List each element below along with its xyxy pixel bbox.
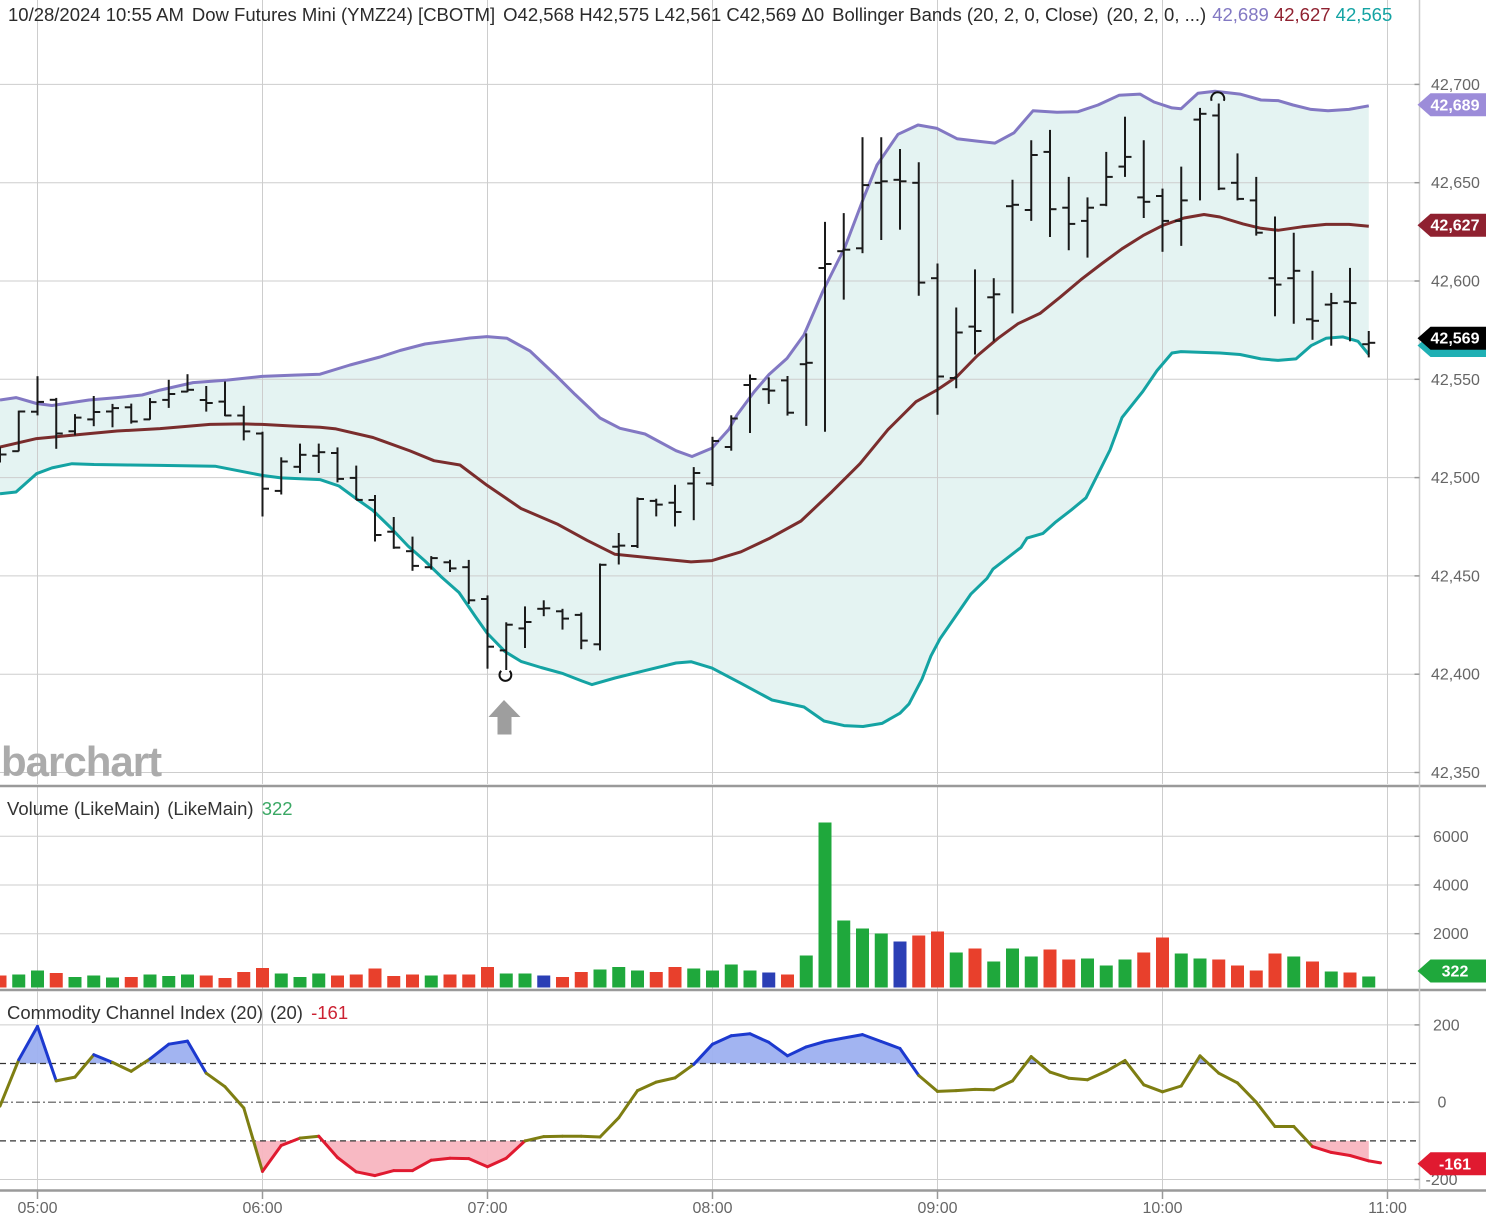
svg-text:0: 0 bbox=[1438, 1095, 1447, 1112]
svg-text:42,450: 42,450 bbox=[1431, 568, 1480, 585]
svg-text:barchart: barchart bbox=[1, 738, 162, 785]
svg-text:09:00: 09:00 bbox=[917, 1200, 957, 1217]
svg-text:42,569: 42,569 bbox=[1431, 331, 1480, 348]
svg-text:2000: 2000 bbox=[1433, 926, 1469, 943]
svg-text:11:00: 11:00 bbox=[1368, 1200, 1407, 1217]
svg-text:42,500: 42,500 bbox=[1431, 470, 1480, 487]
svg-text:05:00: 05:00 bbox=[17, 1200, 57, 1217]
svg-text:-161: -161 bbox=[1439, 1156, 1471, 1173]
svg-text:-200: -200 bbox=[1426, 1172, 1458, 1189]
svg-text:42,650: 42,650 bbox=[1431, 175, 1480, 192]
svg-text:06:00: 06:00 bbox=[242, 1200, 282, 1217]
svg-text:42,627: 42,627 bbox=[1431, 218, 1480, 235]
svg-text:42,550: 42,550 bbox=[1431, 372, 1480, 389]
svg-text:07:00: 07:00 bbox=[467, 1200, 507, 1217]
svg-text:42,689: 42,689 bbox=[1431, 97, 1480, 114]
svg-text:42,400: 42,400 bbox=[1431, 667, 1480, 684]
svg-text:200: 200 bbox=[1433, 1017, 1460, 1034]
svg-text:Volume (LikeMain)(LikeMain) 32: Volume (LikeMain) (LikeMain) 322 bbox=[7, 798, 293, 819]
svg-text:Commodity Channel Index (20)(2: Commodity Channel Index (20) (20) -161 bbox=[7, 1002, 348, 1023]
svg-text:4000: 4000 bbox=[1433, 878, 1469, 895]
svg-text:08:00: 08:00 bbox=[692, 1200, 732, 1217]
svg-text:42,350: 42,350 bbox=[1431, 765, 1480, 782]
svg-text:10:00: 10:00 bbox=[1142, 1200, 1182, 1217]
svg-text:42,700: 42,700 bbox=[1431, 77, 1480, 94]
svg-text:6000: 6000 bbox=[1433, 829, 1469, 846]
svg-text:42,600: 42,600 bbox=[1431, 274, 1480, 291]
svg-text:322: 322 bbox=[1442, 964, 1469, 981]
